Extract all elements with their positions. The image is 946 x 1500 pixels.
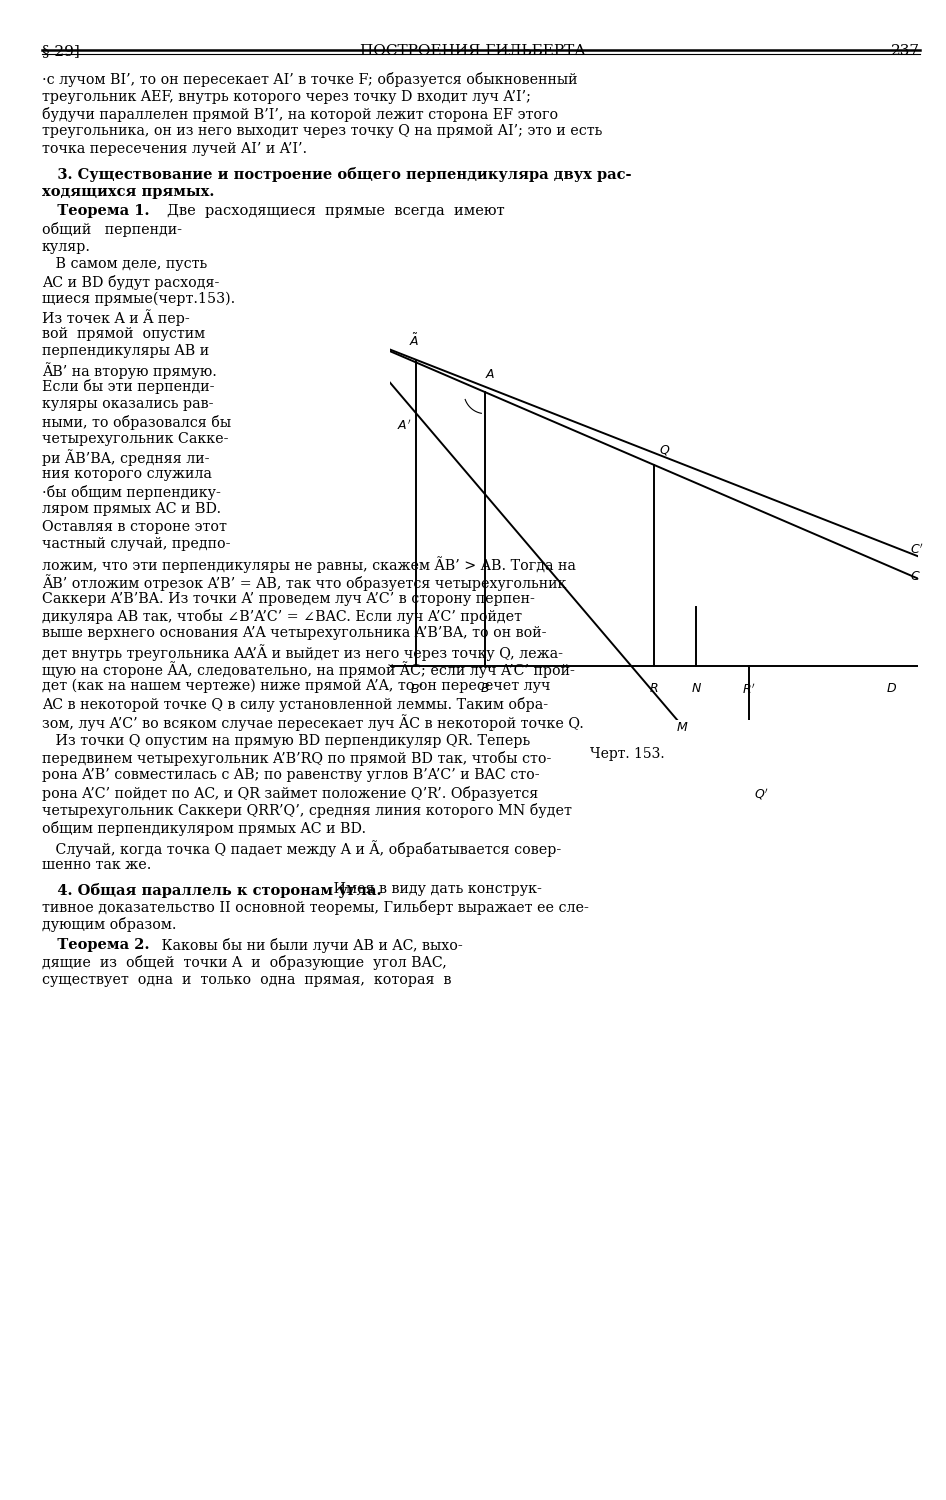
Text: ÃB’ на вторую прямую.: ÃB’ на вторую прямую.	[42, 362, 217, 380]
Text: Саккери A’B’BA. Из точки A’ проведем луч A’C’ в сторону перпен-: Саккери A’B’BA. Из точки A’ проведем луч…	[42, 591, 534, 606]
Text: куляр.: куляр.	[42, 240, 91, 254]
Text: ПОСТРОЕНИЯ ГИЛЬБЕРТА: ПОСТРОЕНИЯ ГИЛЬБЕРТА	[360, 44, 586, 58]
Text: Каковы бы ни были лучи AB и AC, выхо-: Каковы бы ни были лучи AB и AC, выхо-	[157, 938, 463, 952]
Text: выше верхнего основания A’A четырехугольника A’B’BA, то он вой-: выше верхнего основания A’A четырехуголь…	[42, 627, 547, 640]
Text: AC и BD будут расходя-: AC и BD будут расходя-	[42, 274, 219, 290]
Text: тивное доказательство II основной теоремы, Гильберт выражает ее сле-: тивное доказательство II основной теорем…	[42, 900, 588, 915]
Text: будучи параллелен прямой B’I’, на которой лежит сторона EF этого: будучи параллелен прямой B’I’, на которо…	[42, 106, 558, 122]
Text: Оставляя в стороне этот: Оставляя в стороне этот	[42, 519, 227, 534]
Text: Теорема 2.: Теорема 2.	[42, 938, 149, 952]
Text: дящие  из  общей  точки A  и  образующие  угол BAC,: дящие из общей точки A и образующие угол…	[42, 956, 447, 970]
Text: В самом деле, пусть: В самом деле, пусть	[42, 256, 207, 272]
Text: общим перпендикуляром прямых AC и BD.: общим перпендикуляром прямых AC и BD.	[42, 821, 366, 836]
Text: 4. Общая параллель к сторонам угла.: 4. Общая параллель к сторонам угла.	[42, 882, 381, 897]
Text: ходящихся прямых.: ходящихся прямых.	[42, 184, 215, 200]
Text: $R'$: $R'$	[742, 682, 756, 698]
Text: рона A’B’ совместилась с AB; по равенству углов B’A’C’ и BAC сто-: рона A’B’ совместилась с AB; по равенств…	[42, 768, 539, 783]
Text: дикуляра AB так, чтобы ∠B’A’C’ = ∠BAC. Если луч A’C’ пройдет: дикуляра AB так, чтобы ∠B’A’C’ = ∠BAC. Е…	[42, 609, 522, 624]
Text: треугольник AEF, внутрь которого через точку D входит луч A’I’;: треугольник AEF, внутрь которого через т…	[42, 90, 531, 104]
Text: передвинем четырехугольник A’B’RQ по прямой BD так, чтобы сто-: передвинем четырехугольник A’B’RQ по пря…	[42, 752, 552, 766]
Text: Имея в виду дать конструк-: Имея в виду дать конструк-	[329, 882, 542, 897]
Text: ния которого служила: ния которого служила	[42, 466, 212, 482]
Text: $Q'$: $Q'$	[754, 786, 769, 801]
Text: Теорема 1.: Теорема 1.	[42, 204, 149, 219]
Text: $C'$: $C'$	[910, 542, 924, 556]
Text: ·бы общим перпендику-: ·бы общим перпендику-	[42, 484, 220, 500]
Text: дет внутрь треугольника AA’Ã и выйдет из него через точку Q, лежа-: дет внутрь треугольника AA’Ã и выйдет из…	[42, 644, 563, 662]
Text: куляры оказались рав-: куляры оказались рав-	[42, 398, 214, 411]
Text: ложим, что эти перпендикуляры не равны, скажем ÃB’ > AB. Тогда на: ложим, что эти перпендикуляры не равны, …	[42, 556, 576, 573]
Text: Черт. 153.: Черт. 153.	[590, 747, 665, 760]
Text: четырехугольник Саккери QRR’Q’, средняя линия которого MN будет: четырехугольник Саккери QRR’Q’, средняя …	[42, 804, 572, 819]
Text: Из точки Q опустим на прямую BD перпендикуляр QR. Теперь: Из точки Q опустим на прямую BD перпенди…	[42, 734, 531, 747]
Text: ляром прямых AC и BD.: ляром прямых AC и BD.	[42, 503, 221, 516]
Text: Две  расходящиеся  прямые  всегда  имеют: Две расходящиеся прямые всегда имеют	[167, 204, 504, 219]
Text: шенно так же.: шенно так же.	[42, 858, 151, 871]
Text: § 29]: § 29]	[42, 44, 79, 58]
Text: частный случай, предпо-: частный случай, предпо-	[42, 537, 231, 550]
Text: дет (как на нашем чертеже) ниже прямой A’A, то он пересечет луч: дет (как на нашем чертеже) ниже прямой A…	[42, 680, 551, 693]
Text: щую на стороне ÃA, следовательно, на прямой ÃC; если луч A’C’ прой-: щую на стороне ÃA, следовательно, на пря…	[42, 662, 575, 678]
Text: Из точек A и Ã пер-: Из точек A и Ã пер-	[42, 309, 190, 327]
Text: общий   перпенди-: общий перпенди-	[42, 222, 182, 237]
Text: $A'$: $A'$	[396, 419, 412, 434]
Text: $N$: $N$	[691, 682, 702, 696]
Text: $C$: $C$	[910, 570, 920, 584]
Text: четырехугольник Сакке-: четырехугольник Сакке-	[42, 432, 229, 445]
Text: щиеся прямые(черт.153).: щиеся прямые(черт.153).	[42, 292, 236, 306]
Text: существует  одна  и  только  одна  прямая,  которая  в: существует одна и только одна прямая, ко…	[42, 974, 451, 987]
Text: Если бы эти перпенди-: Если бы эти перпенди-	[42, 380, 215, 394]
Text: $\tilde{A}$: $\tilde{A}$	[409, 333, 419, 350]
Text: рона A’C’ пойдет по AC, и QR займет положение Q’R’. Образуется: рона A’C’ пойдет по AC, и QR займет поло…	[42, 786, 538, 801]
Text: треугольника, он из него выходит через точку Q на прямой AI’; это и есть: треугольника, он из него выходит через т…	[42, 124, 603, 138]
Text: вой  прямой  опустим: вой прямой опустим	[42, 327, 205, 340]
Text: $Q$: $Q$	[659, 442, 671, 458]
Text: ·с лучом BI’, то он пересекает AI’ в точке F; образуется обыкновенный: ·с лучом BI’, то он пересекает AI’ в точ…	[42, 72, 577, 87]
Text: $M$: $M$	[675, 722, 689, 735]
Text: зом, луч A’C’ во всяком случае пересекает луч ÃC в некоторой точке Q.: зом, луч A’C’ во всяком случае пересекае…	[42, 714, 584, 730]
Text: точка пересечения лучей AI’ и A’I’.: точка пересечения лучей AI’ и A’I’.	[42, 142, 307, 156]
Text: AC в некоторой точке Q в силу установленной леммы. Таким обра-: AC в некоторой точке Q в силу установлен…	[42, 696, 548, 711]
Text: перпендикуляры AB и: перпендикуляры AB и	[42, 345, 209, 358]
Text: ными, то образовался бы: ными, то образовался бы	[42, 414, 231, 429]
Text: $A$: $A$	[485, 369, 496, 381]
Text: Случай, когда точка Q падает между A и Ã, обрабатывается совер-: Случай, когда точка Q падает между A и Ã…	[42, 840, 561, 858]
Text: $B$: $B$	[481, 682, 490, 696]
Text: $R$: $R$	[649, 682, 658, 696]
Text: ÃB’ отложим отрезок A’B’ = AB, так что образуется четырехугольник: ÃB’ отложим отрезок A’B’ = AB, так что о…	[42, 574, 567, 591]
Text: $B'$: $B'$	[410, 682, 423, 698]
Text: 237: 237	[891, 44, 920, 58]
Text: дующим образом.: дующим образом.	[42, 918, 177, 933]
Text: $D$: $D$	[886, 682, 897, 696]
Text: ри ÃB’BA, средняя ли-: ри ÃB’BA, средняя ли-	[42, 450, 209, 466]
Text: 3. Существование и построение общего перпендикуляра двух рас-: 3. Существование и построение общего пер…	[42, 168, 632, 183]
